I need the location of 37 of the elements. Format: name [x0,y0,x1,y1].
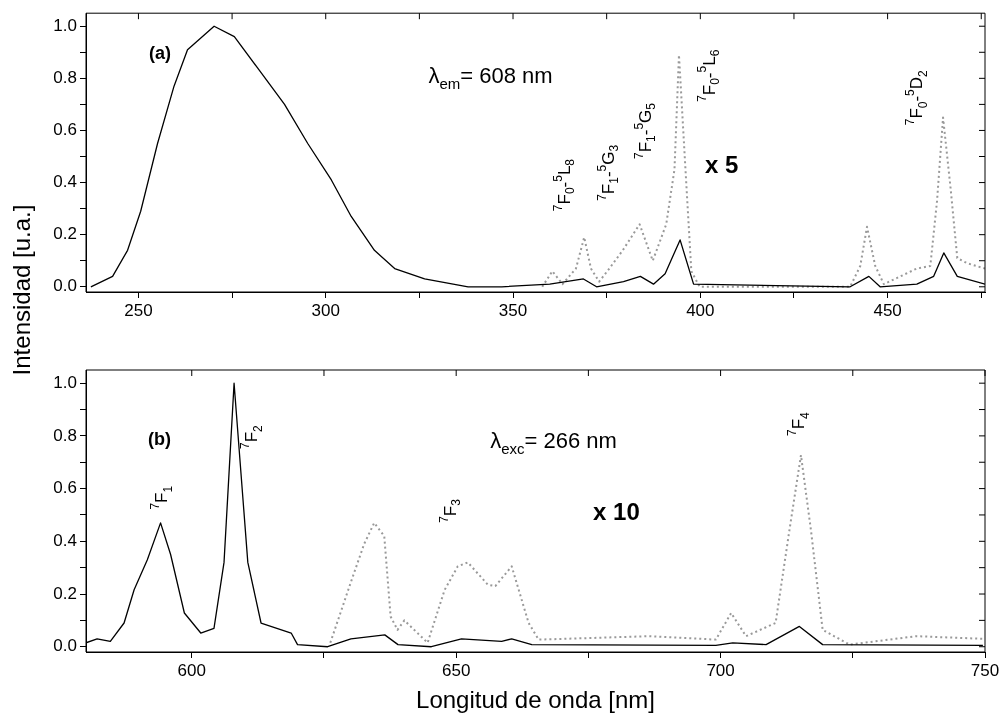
y-tick-label: 0.6 [53,120,77,140]
x-tick-label: 450 [873,300,902,320]
annotation: 7F1-5G3 [594,144,622,201]
y-tick-label: 0.0 [53,636,77,656]
y-tick-label: 0.0 [53,276,77,296]
x-tick-label: 350 [498,300,528,320]
annotation: 7F2 [237,424,265,449]
annotation: x 10 [593,498,640,526]
annotation: (a) [148,42,171,63]
annotation: 7F0-5L8 [550,158,578,212]
y-tick-label: 1.0 [53,15,77,35]
x-tick-label: 600 [177,660,206,680]
y-tick-label: 1.0 [53,372,77,392]
y-tick-label: 0.2 [53,583,77,603]
y-tick-label: 0.6 [53,478,77,498]
annotation: (b) [148,429,172,450]
y-tick-label: 0.2 [53,224,77,244]
annotation: 7F0-5D2 [903,69,930,126]
x-tick-label: 750 [970,660,1000,680]
x-axis-title: Longitud de onda [nm] [416,686,655,714]
y-tick-label: 0.4 [53,531,77,550]
x-tick-label: 650 [441,660,471,680]
annotation: 7F1 [147,485,175,510]
x-tick-label: 250 [124,300,153,320]
y-axis-title: Intensidad [u.a.] [8,204,36,376]
x-tick-label: 400 [686,300,715,320]
annotation: 7F3 [436,498,464,523]
y-tick-label: 0.8 [53,68,77,88]
annotation: x 5 [704,151,739,179]
annotation: 7F4 [785,411,813,436]
annotation: 7F1-5G5 [631,102,659,160]
x-tick-label: 300 [311,300,340,320]
y-tick-label: 0.8 [53,425,77,445]
annotation: 7F0-5L6 [695,49,723,102]
y-tick-label: 0.4 [53,172,77,192]
line-series [329,454,984,646]
x-tick-label: 700 [706,660,735,680]
